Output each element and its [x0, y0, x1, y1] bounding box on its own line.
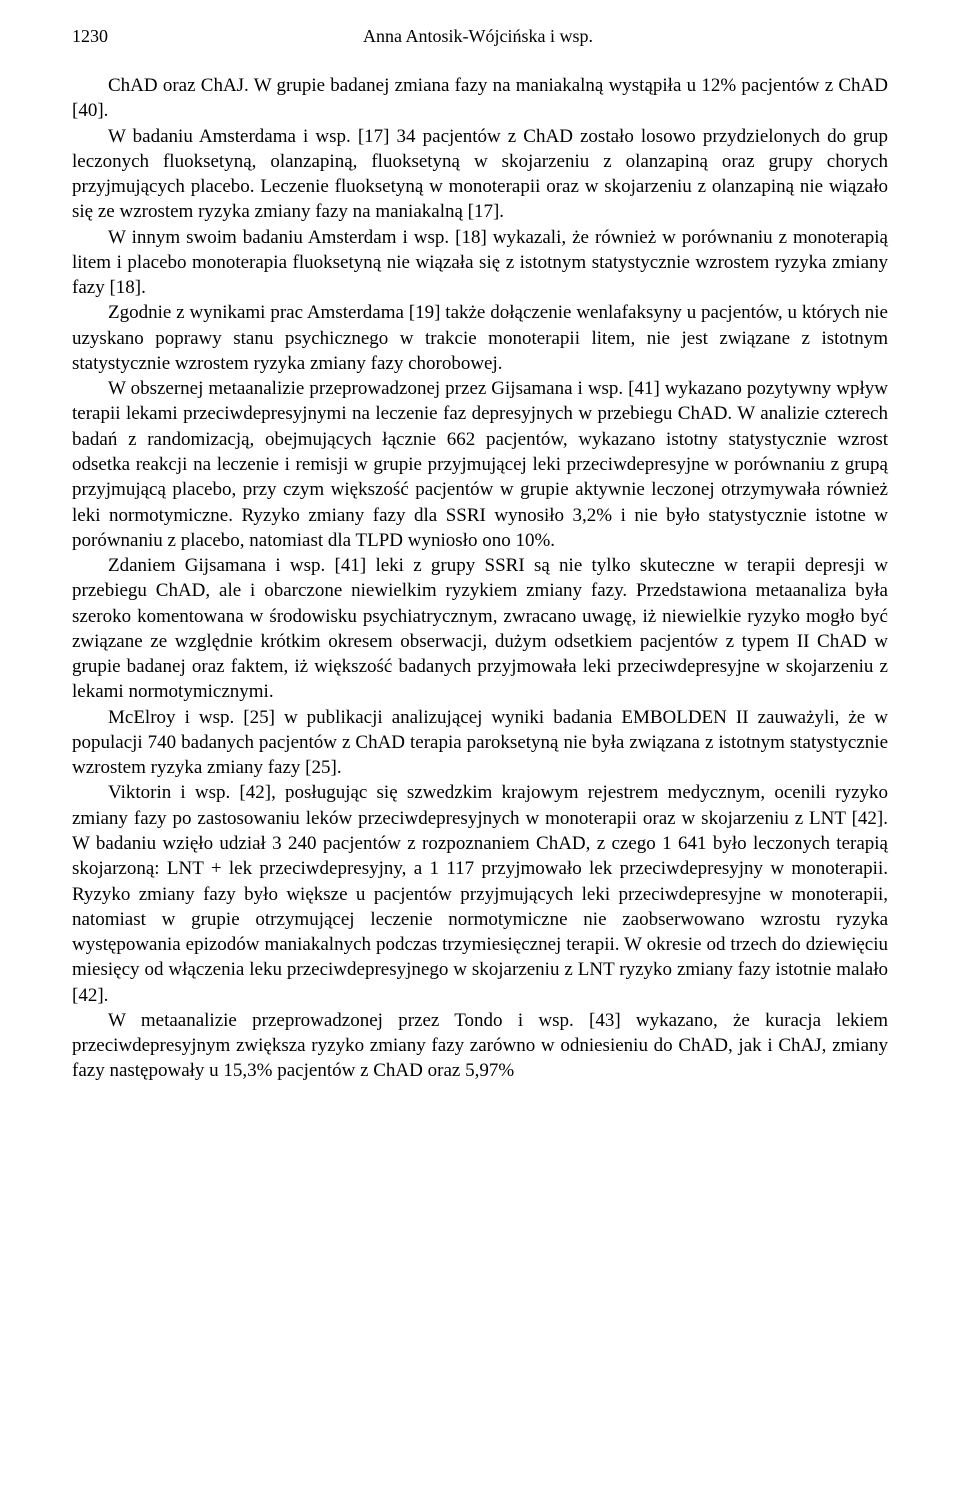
body-paragraph: W metaanalizie przeprowadzonej przez Ton…: [72, 1008, 888, 1084]
body-paragraph: ChAD oraz ChAJ. W grupie badanej zmiana …: [72, 73, 888, 124]
page-number: 1230: [72, 26, 108, 47]
running-head: Anna Antosik-Wójcińska i wsp.: [108, 26, 848, 47]
header-spacer: [848, 26, 888, 47]
body-paragraph: Viktorin i wsp. [42], posługując się szw…: [72, 780, 888, 1007]
body-paragraph: McElroy i wsp. [25] w publikacji analizu…: [72, 705, 888, 781]
body-paragraph: Zgodnie z wynikami prac Amsterdama [19] …: [72, 300, 888, 376]
body-paragraph: W obszernej metaanalizie przeprowadzonej…: [72, 376, 888, 553]
body-paragraph: W badaniu Amsterdama i wsp. [17] 34 pacj…: [72, 124, 888, 225]
page: 1230 Anna Antosik-Wójcińska i wsp. ChAD …: [0, 0, 960, 1494]
body-paragraph: Zdaniem Gijsamana i wsp. [41] leki z gru…: [72, 553, 888, 705]
body-paragraph: W innym swoim badaniu Amsterdam i wsp. […: [72, 225, 888, 301]
page-header: 1230 Anna Antosik-Wójcińska i wsp.: [72, 26, 888, 47]
